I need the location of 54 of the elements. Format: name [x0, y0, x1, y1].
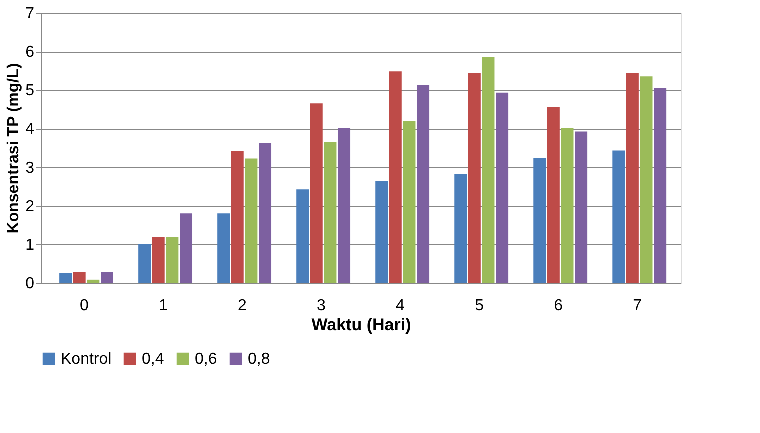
x-axis-title: Waktu (Hari) [312, 316, 412, 334]
legend-label: Kontrol [61, 351, 112, 368]
bar [389, 72, 402, 283]
x-tick-label: 0 [80, 298, 90, 314]
y-tick-label: 7 [26, 6, 35, 22]
x-tick-label: 6 [554, 298, 564, 314]
y-axis-title: Konsentrasi TP (mg/L) [6, 63, 23, 234]
bar [310, 104, 323, 283]
x-tick-label: 7 [633, 298, 642, 314]
bar [547, 108, 560, 283]
y-tick-label: 1 [26, 236, 35, 254]
legend-label: 0,6 [195, 351, 218, 368]
y-tick-label: 6 [26, 44, 35, 62]
bar [640, 76, 653, 283]
bar [482, 57, 495, 283]
x-tick-label: 1 [159, 298, 168, 314]
x-tick-label: 2 [238, 298, 248, 314]
legend-label: 0,8 [248, 351, 270, 368]
legend-label: 0,4 [142, 351, 164, 368]
bar [338, 128, 351, 283]
y-tick-label: 5 [26, 82, 35, 100]
y-tick-label: 2 [26, 198, 35, 216]
bar [417, 86, 430, 283]
bar [626, 74, 639, 283]
bar [259, 142, 272, 283]
bar [101, 272, 114, 283]
bar [180, 214, 193, 283]
bar [324, 142, 337, 283]
x-tick-label: 5 [475, 298, 484, 314]
bar [152, 237, 165, 283]
bar [454, 174, 468, 283]
bar [166, 237, 179, 283]
bar [60, 273, 72, 283]
bar [534, 158, 546, 283]
x-tick-label: 4 [396, 298, 406, 314]
y-tick-label: 3 [26, 160, 35, 177]
bar [654, 88, 667, 283]
bar [218, 214, 230, 283]
bar [296, 190, 310, 283]
bar [468, 74, 481, 283]
bar [73, 272, 86, 283]
bar [575, 132, 588, 283]
bar [376, 182, 388, 283]
bar [496, 92, 509, 283]
bar [245, 158, 258, 283]
bar [138, 244, 152, 283]
y-tick-label: 0 [26, 276, 35, 292]
y-tick-label: 4 [26, 121, 35, 138]
x-tick-label: 3 [317, 298, 326, 314]
bar [231, 151, 244, 283]
bar [87, 280, 100, 283]
bar [403, 121, 416, 283]
bar [561, 128, 574, 283]
bar [612, 150, 626, 283]
